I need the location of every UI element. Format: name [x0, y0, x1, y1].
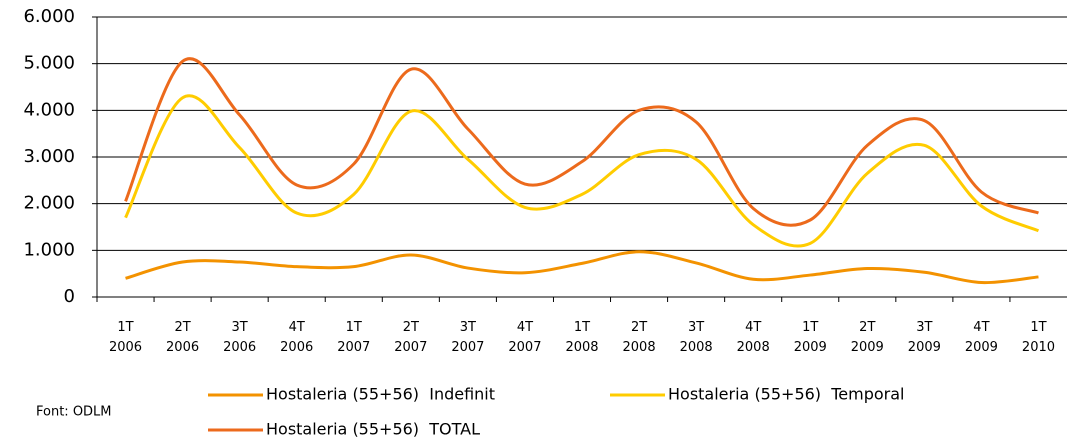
x-tick-label: 3T 2008 [680, 320, 713, 355]
x-tick-label: 1T 2010 [1022, 320, 1055, 355]
y-tick-label: 0 [64, 286, 75, 307]
x-tick-label: 2T 2008 [623, 320, 656, 355]
y-tick-label: 2.000 [23, 193, 75, 214]
x-tick-label: 3T 2009 [908, 320, 941, 355]
x-tick-label: 2T 2007 [394, 320, 427, 355]
y-tick-label: 4.000 [23, 99, 75, 120]
x-tick-label: 2T 2006 [166, 320, 199, 355]
y-tick-label: 3.000 [23, 146, 75, 167]
series-line [125, 250, 1039, 285]
x-tick-label: 3T 2007 [451, 320, 484, 355]
x-tick-label: 4T 2006 [280, 320, 313, 355]
x-tick-label: 4T 2007 [508, 320, 541, 355]
x-tick-label: 4T 2009 [965, 320, 998, 355]
legend-label: Hostaleria (55+56) Temporal [668, 385, 904, 404]
source-note: Font: ODLM [36, 405, 112, 420]
y-tick-label: 5.000 [23, 53, 75, 74]
x-tick-label: 2T 2009 [851, 320, 884, 355]
series-line [124, 57, 1039, 227]
series-line [124, 94, 1040, 248]
x-tick-label: 1T 2007 [337, 320, 370, 355]
x-tick-label: 1T 2008 [565, 320, 598, 355]
y-tick-label: 6.000 [23, 6, 75, 27]
x-tick-label: 1T 2006 [109, 320, 142, 355]
y-tick-label: 1.000 [23, 239, 75, 260]
x-tick-label: 3T 2006 [223, 320, 256, 355]
x-tick-label: 4T 2008 [737, 320, 770, 355]
x-tick-label: 1T 2009 [794, 320, 827, 355]
legend-label: Hostaleria (55+56) Indefinit [266, 385, 495, 404]
legend-label: Hostaleria (55+56) TOTAL [266, 420, 480, 439]
